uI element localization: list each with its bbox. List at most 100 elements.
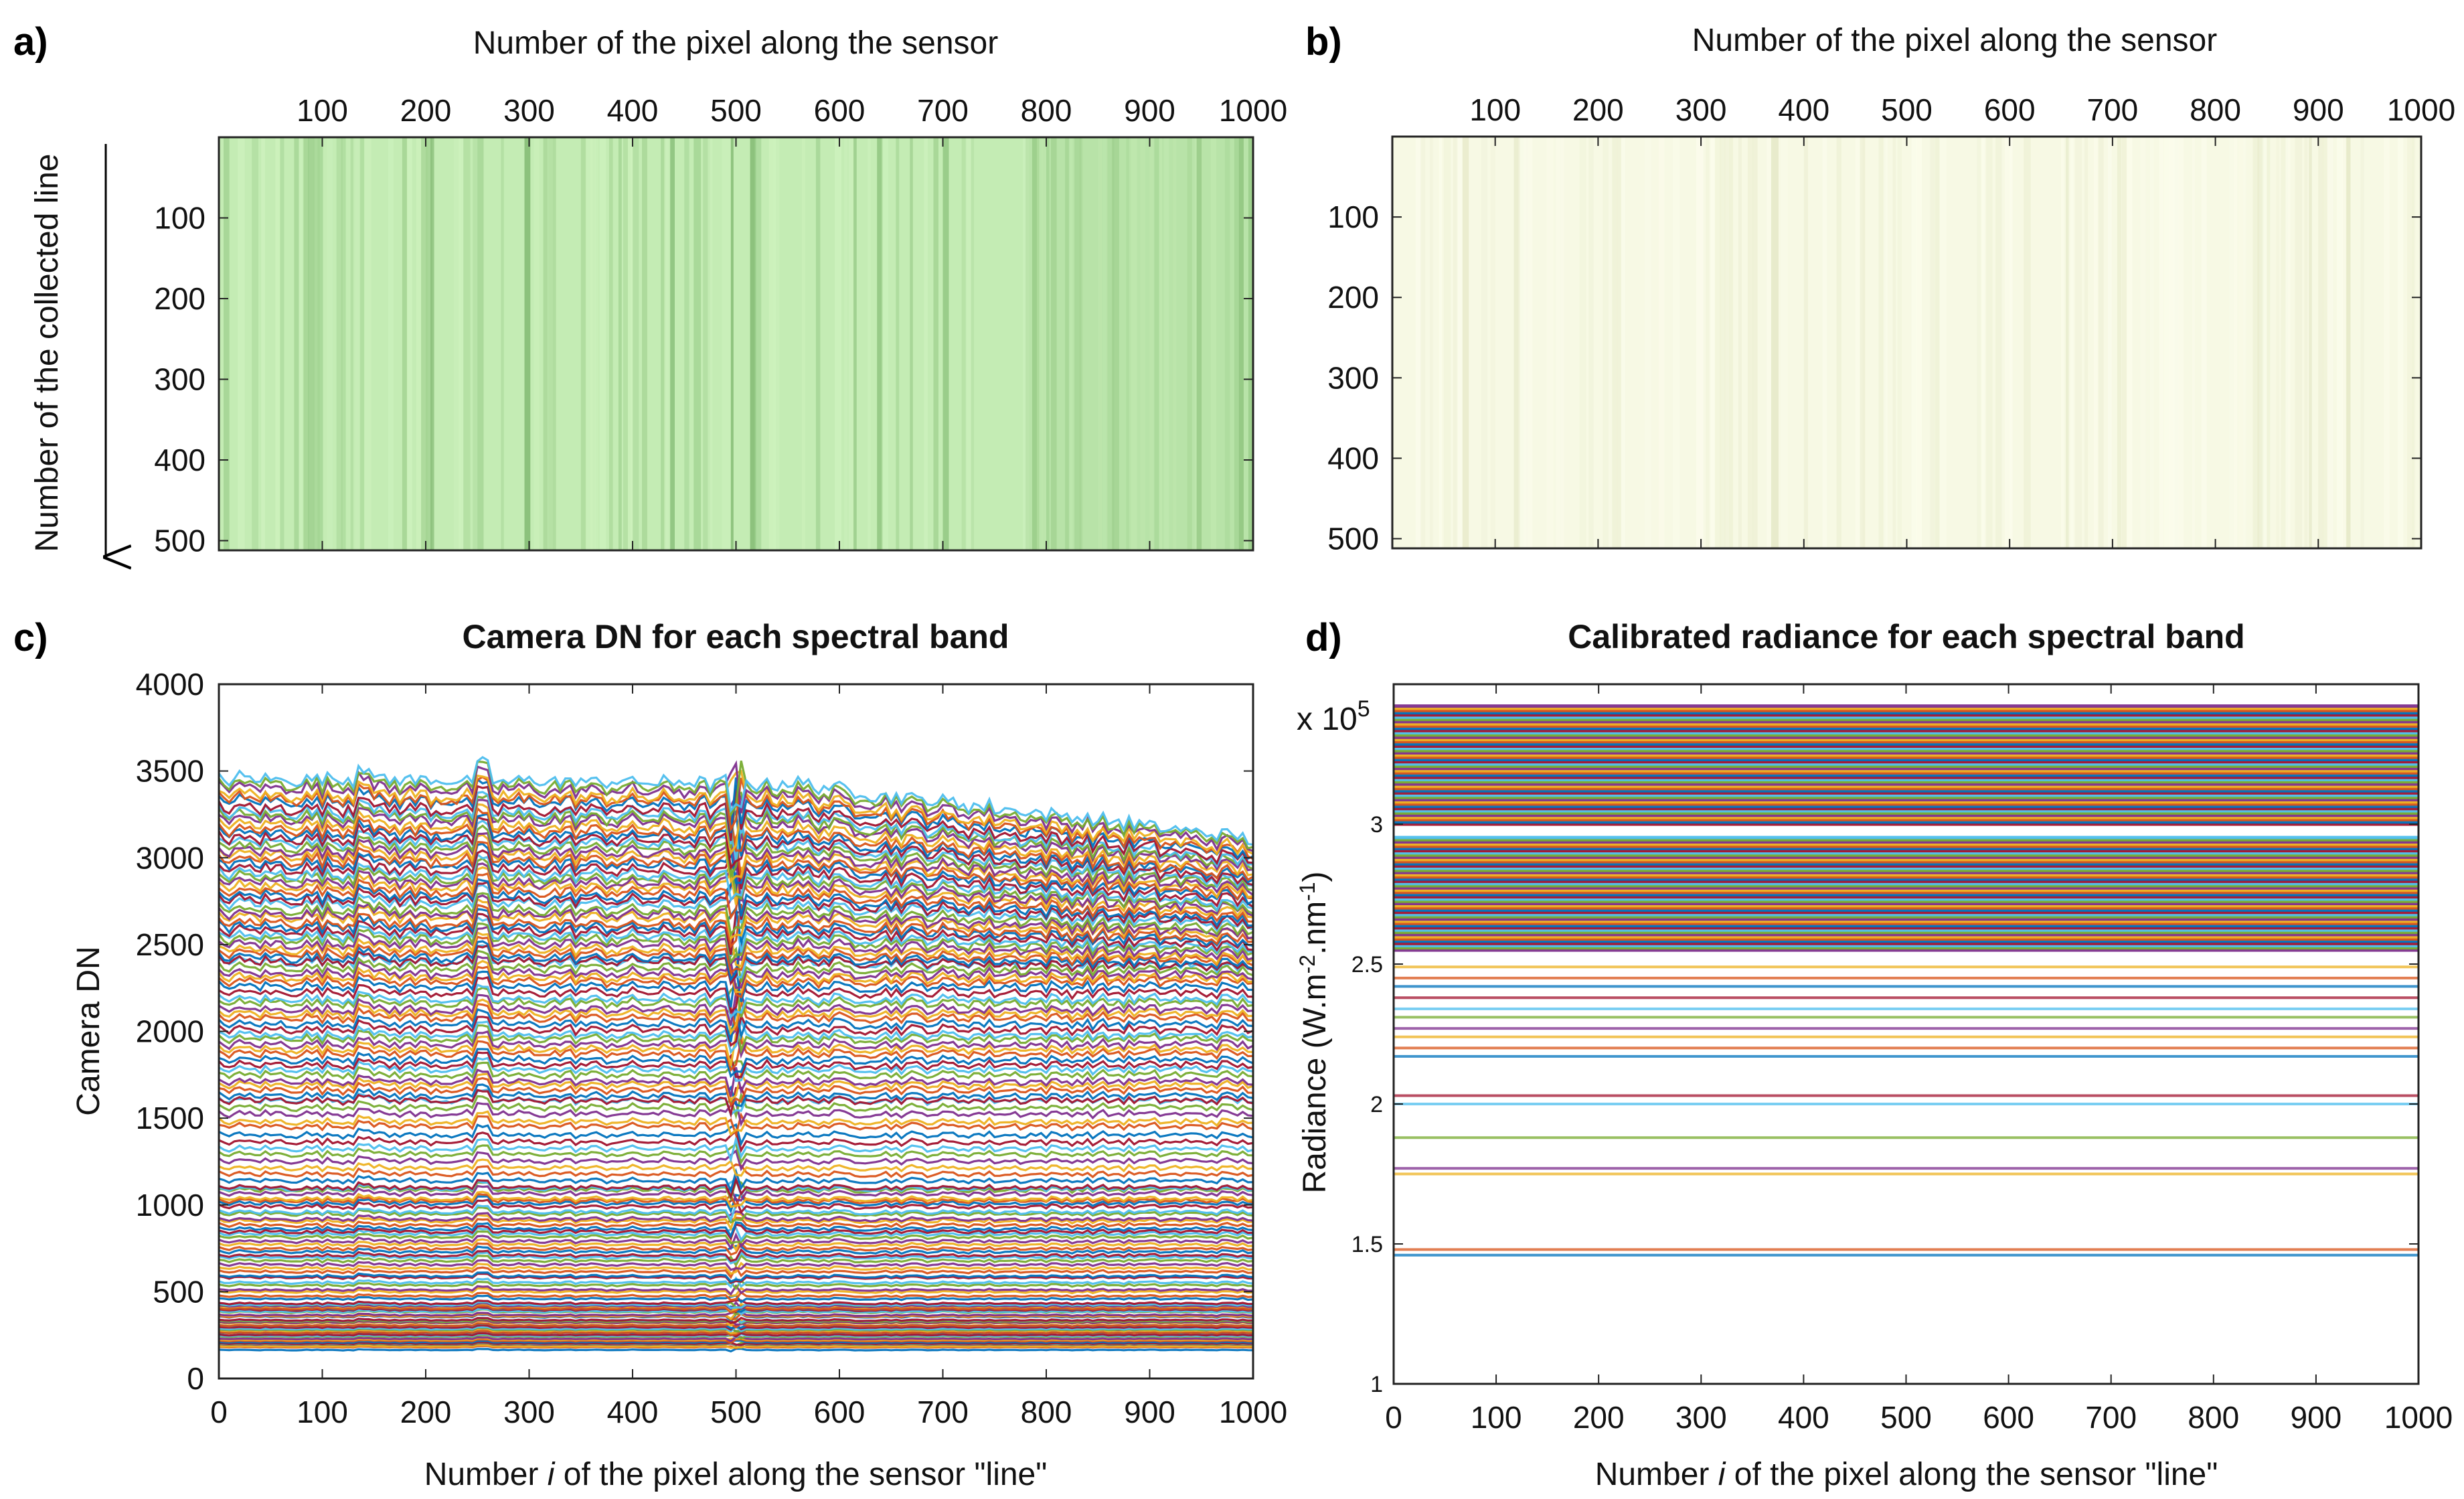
panel-a-stripe bbox=[594, 137, 598, 550]
panel-a-stripe bbox=[275, 137, 280, 550]
panel-b-xtick-label: 1000 bbox=[2387, 92, 2455, 127]
panel-c-series-line bbox=[219, 1176, 1253, 1200]
panel-a-stripe bbox=[665, 137, 669, 550]
panel-b-stripe bbox=[1621, 137, 1625, 548]
panel-c-series-line bbox=[219, 1271, 1253, 1283]
panel-b-stripe bbox=[2360, 137, 2364, 548]
panel-c-ytick-label: 1000 bbox=[136, 1188, 204, 1222]
panel-c-series-line bbox=[219, 1330, 1253, 1336]
panel-c-ytick-label: 3500 bbox=[136, 754, 204, 789]
panel-b-stripe bbox=[2107, 137, 2112, 548]
panel-b-stripe bbox=[1513, 137, 1520, 548]
panel-b-stripe bbox=[2140, 137, 2146, 548]
panel-c-series-line bbox=[219, 1012, 1253, 1047]
panel-a-stripe bbox=[327, 137, 333, 550]
panel-a-stripe bbox=[754, 137, 762, 550]
panel-a-xtick-label: 1000 bbox=[1219, 93, 1287, 128]
panel-b-stripe bbox=[2121, 137, 2128, 548]
panel-c-series-line bbox=[219, 1230, 1253, 1245]
panel-b-stripe bbox=[1462, 137, 1469, 548]
panel-a-stripe bbox=[933, 137, 938, 550]
panel-c-series-line bbox=[219, 983, 1253, 1020]
panel-b-stripe bbox=[2201, 137, 2207, 548]
panel-b-stripe bbox=[2267, 137, 2271, 548]
panel-b-stripe bbox=[1439, 137, 1443, 548]
panel-b-stripe bbox=[2159, 137, 2164, 548]
panel-a-stripe bbox=[1131, 137, 1137, 550]
panel-c-series-line bbox=[219, 925, 1253, 966]
panel-c-xtick-label: 300 bbox=[503, 1395, 555, 1429]
panel-a-stripe bbox=[1079, 137, 1083, 550]
panel-d-xtick-label: 700 bbox=[2085, 1400, 2137, 1435]
panel-c-series-line bbox=[219, 1227, 1253, 1242]
panel-c-series-line bbox=[219, 1339, 1253, 1344]
panel-b-stripe bbox=[1738, 137, 1742, 548]
panel-a-stripe bbox=[971, 137, 974, 550]
panel-c-series-line bbox=[219, 1301, 1253, 1310]
panel-a-stripe bbox=[1032, 137, 1040, 550]
panel-b-stripe bbox=[1443, 137, 1451, 548]
panel-c-series-line bbox=[219, 1241, 1253, 1256]
panel-c-series-line bbox=[219, 823, 1253, 891]
panel-a-stripe bbox=[224, 137, 230, 550]
panel-b-stripe bbox=[2117, 137, 2122, 548]
panel-c-x-ticks: 0 100 200 300 400 500 600 700 800 900 1000 bbox=[210, 684, 1287, 1429]
panel-b-stripe bbox=[1546, 137, 1554, 548]
panel-c-y-axis-title: Camera DN bbox=[71, 946, 106, 1115]
panel-b-xtick-label: 300 bbox=[1675, 92, 1727, 127]
panel-b-stripe bbox=[2024, 137, 2031, 548]
panel-a-stripe bbox=[421, 137, 428, 550]
panel-c-series-line bbox=[219, 1210, 1253, 1223]
panel-a-stripe bbox=[1163, 137, 1169, 550]
panel-a-stripe bbox=[359, 137, 364, 550]
panel-b-ytick-label: 500 bbox=[1327, 522, 1379, 556]
panel-a-stripe bbox=[313, 137, 320, 550]
panel-c-series-line bbox=[219, 1276, 1253, 1289]
panel-c-series-line bbox=[219, 1051, 1253, 1079]
panel-c-series-line bbox=[219, 1016, 1253, 1054]
panel-c-series-line bbox=[219, 1248, 1253, 1263]
panel-a-stripe bbox=[1051, 137, 1057, 550]
panel-b-stripe bbox=[1420, 137, 1426, 548]
panel-c-xtick-label: 600 bbox=[814, 1395, 866, 1429]
panel-d-xlabel-part-3: of the pixel along the sensor "line" bbox=[1725, 1457, 2218, 1492]
panel-b-stripe bbox=[2075, 137, 2082, 548]
panel-c-series-line bbox=[219, 1091, 1253, 1120]
panel-c-series-line bbox=[219, 1206, 1253, 1224]
panel-a-stripe bbox=[590, 137, 596, 550]
panel-b-stripe bbox=[1780, 137, 1788, 548]
panel-d-y-axis-title: Radiance (W.m-2.nm-1) bbox=[1295, 871, 1333, 1193]
panel-a-stripe bbox=[1022, 137, 1030, 550]
panel-b-stripe bbox=[1528, 137, 1533, 548]
panel-a-stripe bbox=[426, 137, 432, 550]
panel-b-stripe bbox=[1696, 137, 1704, 548]
panel-a-ytick-label: 200 bbox=[154, 281, 206, 316]
panel-b-stripe bbox=[2318, 137, 2324, 548]
panel-c-series-line bbox=[219, 1142, 1253, 1165]
panel-c-series-line bbox=[219, 922, 1253, 965]
panel-d-xlabel-italic-i: i bbox=[1718, 1457, 1726, 1492]
panel-b-top-axis-title: Number of the pixel along the sensor bbox=[1692, 23, 2217, 58]
panel-b-xtick-label: 500 bbox=[1881, 92, 1933, 127]
panel-a-xtick-label: 500 bbox=[710, 93, 762, 128]
panel-a-stripe bbox=[628, 137, 634, 550]
panel-a-stripe bbox=[524, 137, 531, 550]
panel-d-ylabel-sup-2: -1 bbox=[1295, 882, 1319, 900]
panel-c-xlabel-part-1: Number bbox=[424, 1457, 548, 1492]
panel-c-series-line bbox=[219, 1149, 1253, 1172]
panel-b-stripe bbox=[1645, 137, 1652, 548]
panel-a-y-axis-title: Number of the collected line bbox=[29, 154, 65, 552]
panel-a-stripe bbox=[684, 137, 689, 550]
panel-c-series-line bbox=[219, 870, 1253, 927]
panel-c-xtick-label: 900 bbox=[1124, 1395, 1175, 1429]
panel-a-stripe bbox=[703, 137, 710, 550]
panel-d-xtick-label: 200 bbox=[1573, 1400, 1625, 1435]
panel-c-xtick-label: 0 bbox=[210, 1395, 228, 1429]
panel-c-series-line bbox=[219, 1212, 1253, 1231]
panel-b-stripe bbox=[1897, 137, 1902, 548]
panel-b-stripe bbox=[2243, 137, 2247, 548]
panel-b-stripe bbox=[1916, 137, 1922, 548]
panel-b-stripe bbox=[2173, 137, 2179, 548]
panel-d-xtick-label: 300 bbox=[1675, 1400, 1727, 1435]
